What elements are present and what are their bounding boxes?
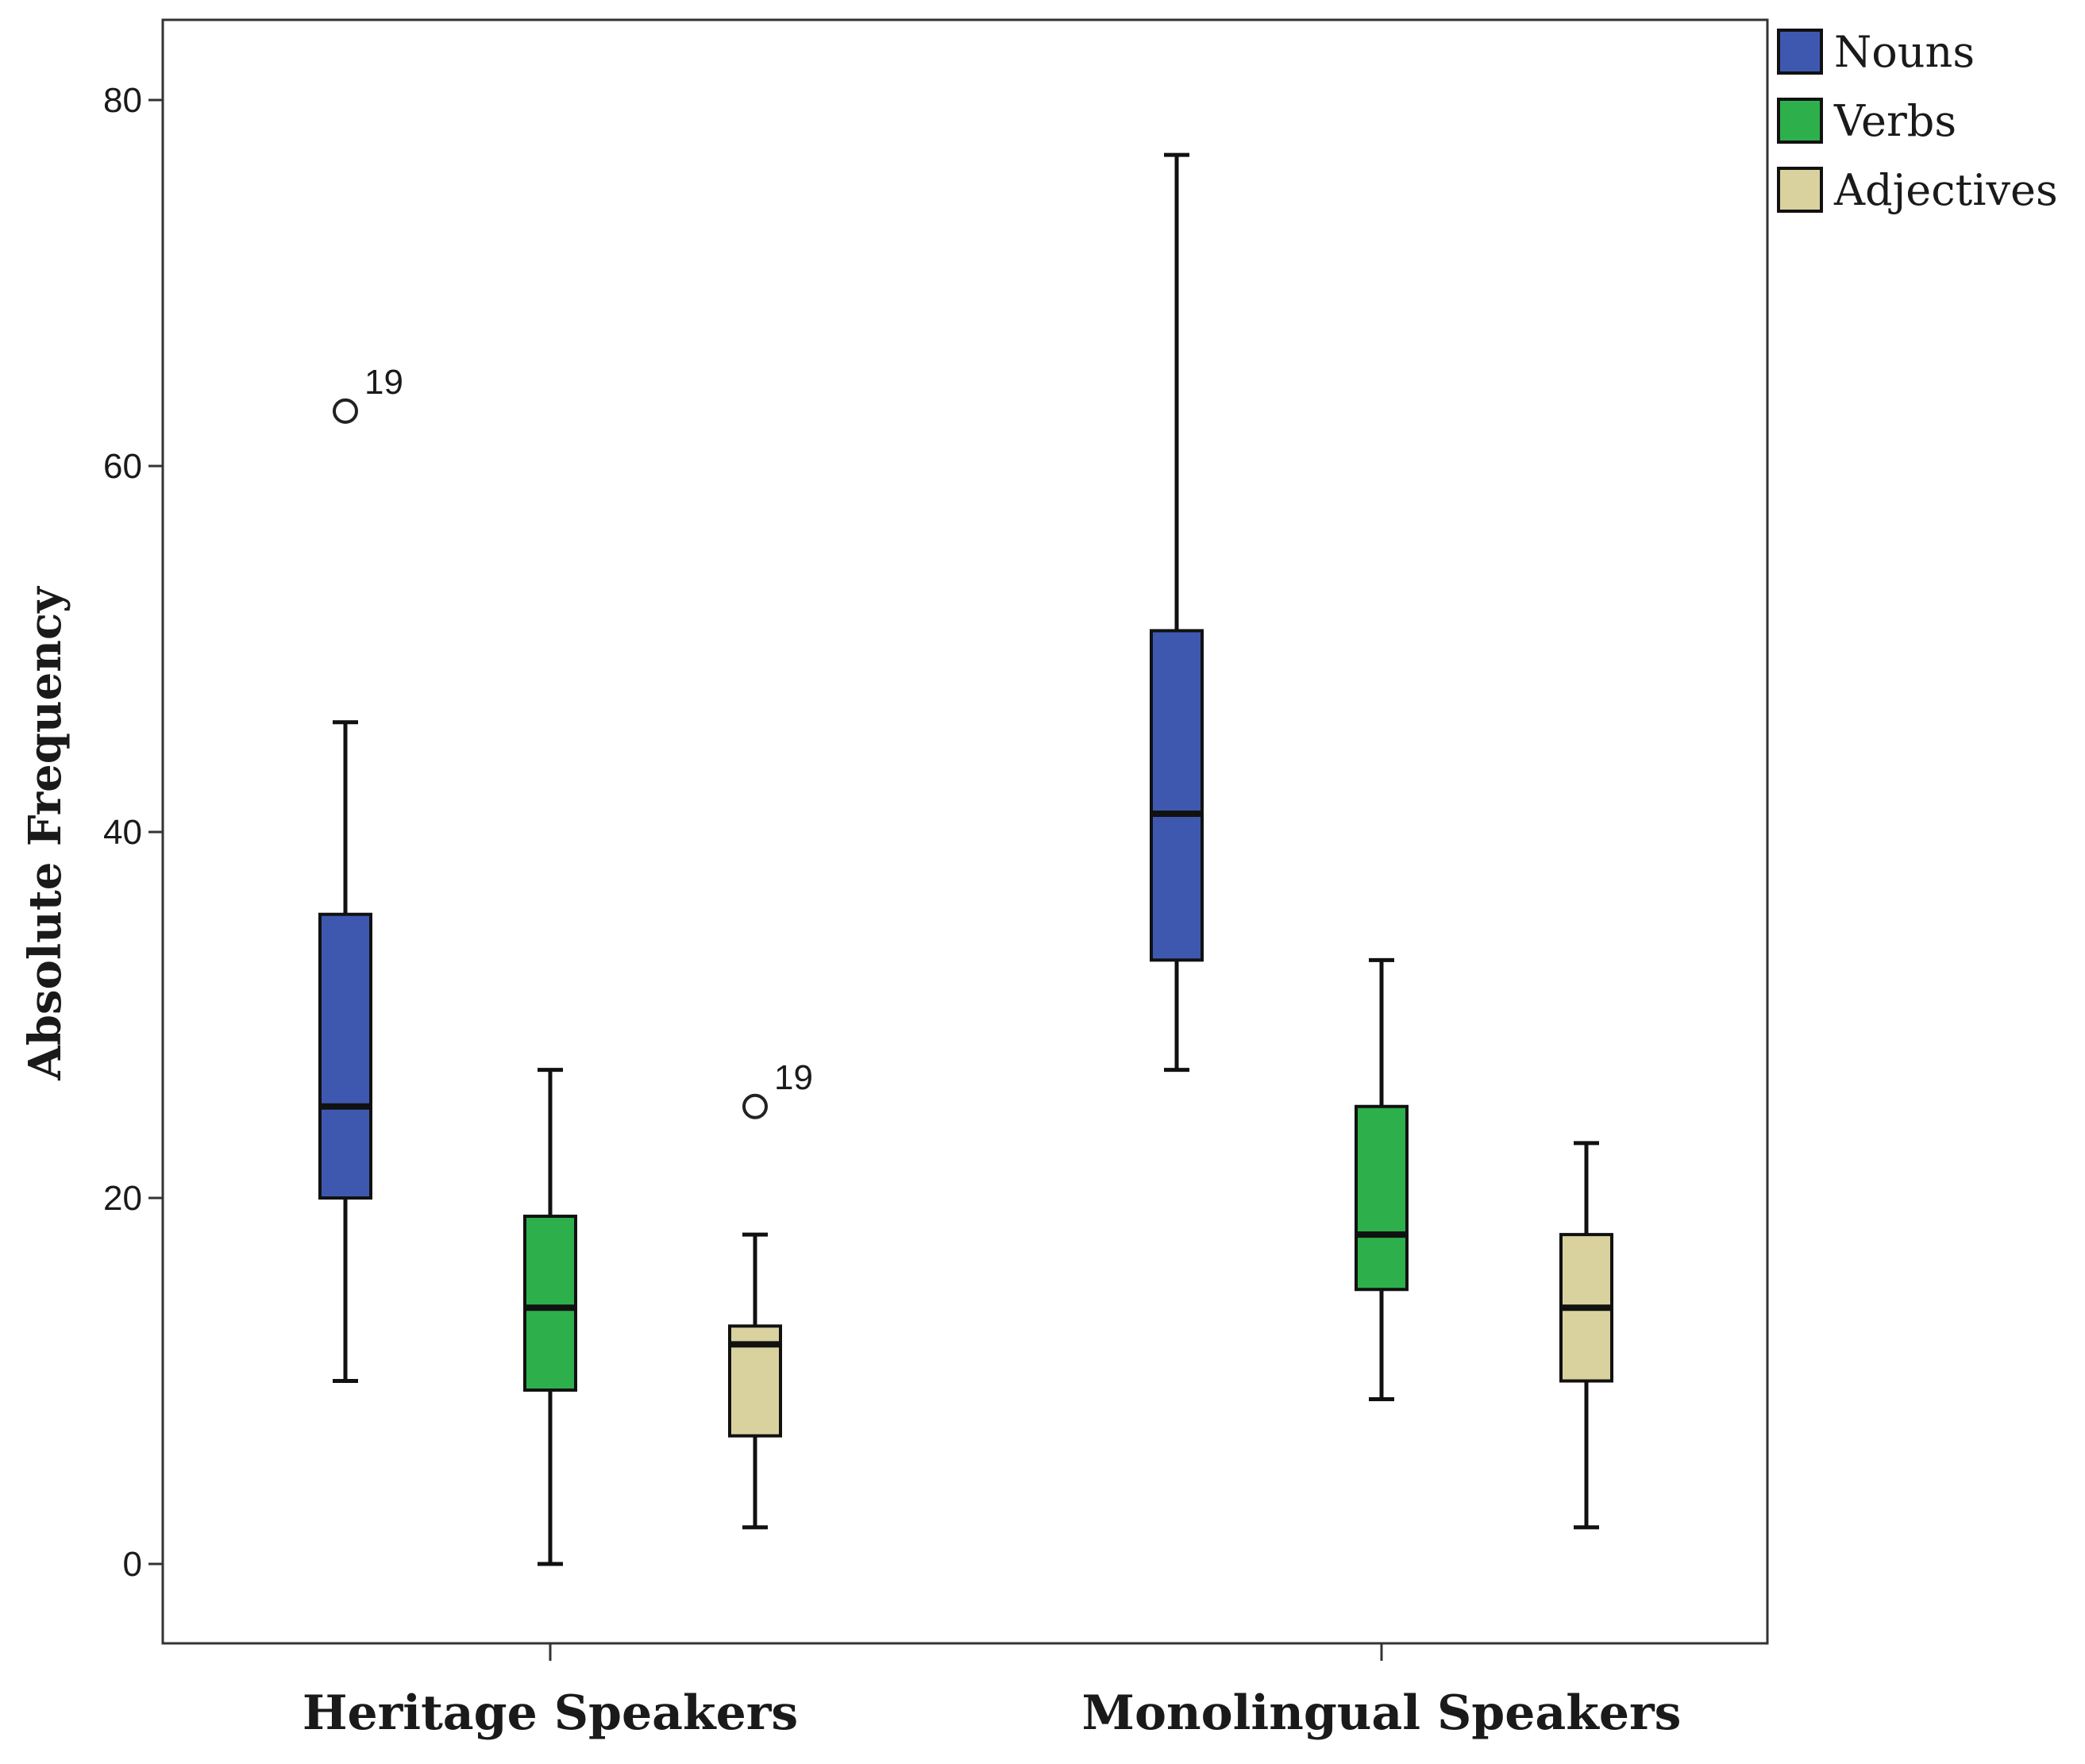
legend-label: Verbs — [1833, 96, 1956, 146]
box-verbs — [1355, 1104, 1409, 1292]
x-category-label: Heritage Speakers — [303, 1685, 798, 1741]
x-category-label: Monolingual Speakers — [1082, 1685, 1682, 1741]
box-verbs — [523, 1215, 577, 1392]
outlier-point — [333, 398, 358, 424]
outlier-point — [742, 1093, 768, 1119]
plot-layer: 0 20 40 60 80 Heritage Speakers Monolingual Sp… — [103, 18, 1769, 1741]
box-nouns — [318, 912, 372, 1200]
legend-swatch — [1777, 98, 1823, 144]
y-axis-title: Absolute Frequency — [19, 586, 71, 1081]
legend-swatch — [1777, 167, 1823, 213]
y-tick-label: 0 — [123, 1545, 142, 1584]
y-tick-label: 60 — [103, 447, 142, 486]
outlier-label: 19 — [774, 1058, 813, 1097]
box-nouns — [1150, 629, 1204, 962]
legend-swatch — [1777, 29, 1823, 75]
plot-frame — [161, 18, 1769, 1645]
y-tick-label: 40 — [103, 813, 142, 852]
legend: Nouns Verbs Adjectives — [1777, 27, 2058, 215]
legend-label: Nouns — [1834, 27, 1975, 77]
legend-label: Adjectives — [1833, 165, 2058, 215]
outlier-label: 19 — [364, 363, 403, 402]
y-tick-label: 80 — [103, 81, 142, 120]
y-tick-label: 20 — [103, 1179, 142, 1218]
